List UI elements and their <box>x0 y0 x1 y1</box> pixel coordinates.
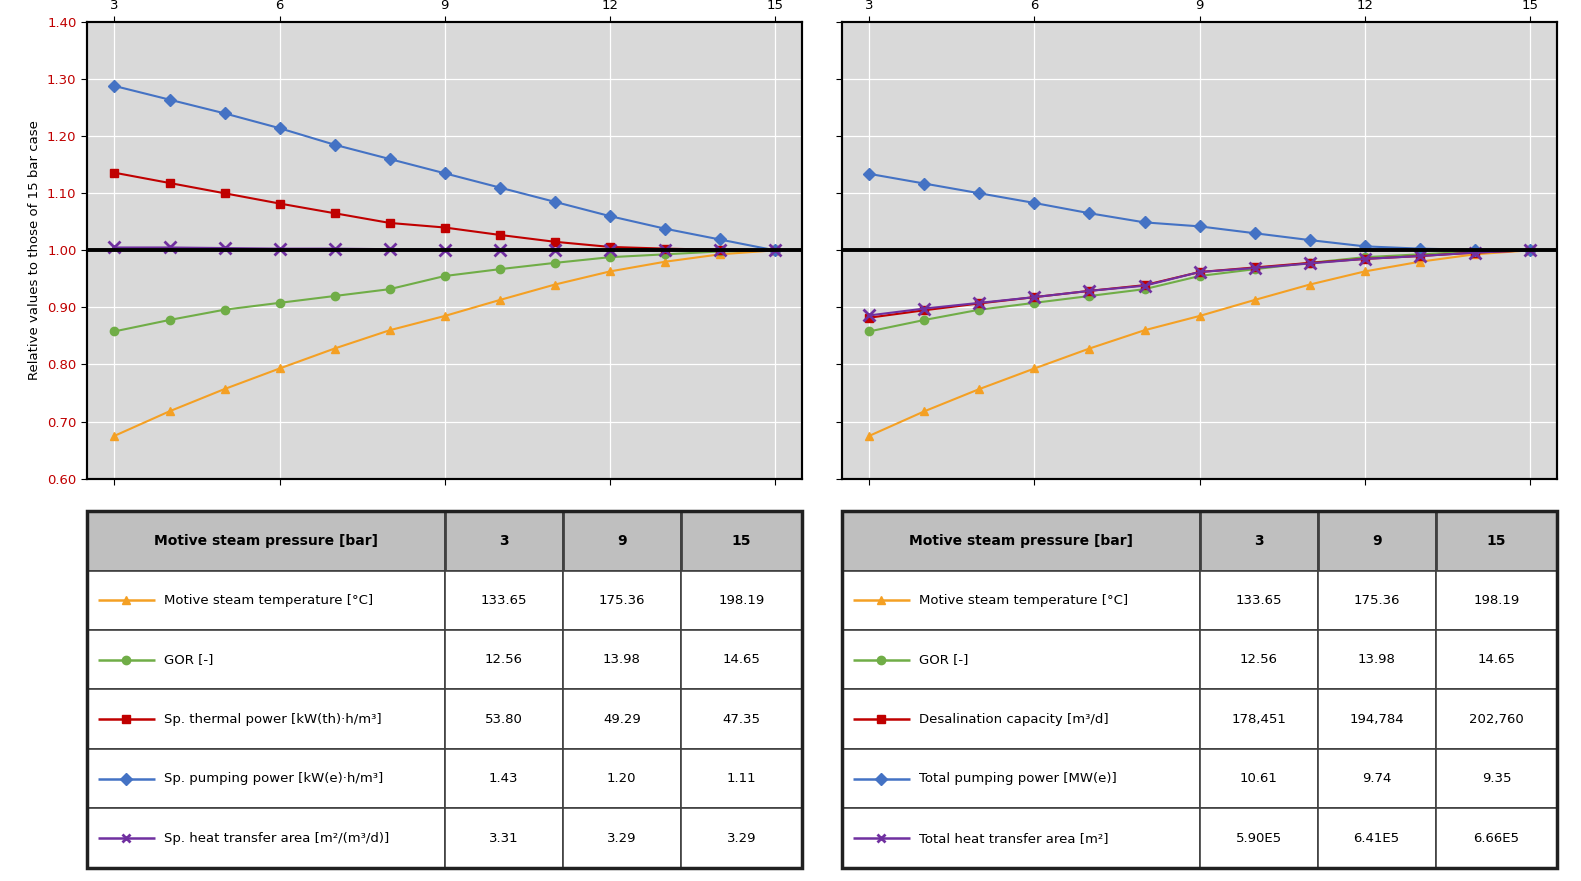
Bar <box>1436 690 1557 749</box>
Bar <box>1200 690 1317 749</box>
Text: 175.36: 175.36 <box>1353 594 1399 607</box>
Bar <box>1317 571 1436 630</box>
Text: 133.65: 133.65 <box>1235 594 1282 607</box>
Bar <box>1200 630 1317 690</box>
Y-axis label: Relative values to those of 15 bar case: Relative values to those of 15 bar case <box>28 121 41 381</box>
Text: 13.98: 13.98 <box>602 654 640 666</box>
Text: 15: 15 <box>732 534 751 548</box>
Text: 198.19: 198.19 <box>1473 594 1519 607</box>
Bar <box>444 630 563 690</box>
Bar <box>841 630 1200 690</box>
Text: 3.29: 3.29 <box>727 832 756 845</box>
Text: 12.56: 12.56 <box>1240 654 1277 666</box>
Text: 198.19: 198.19 <box>718 594 765 607</box>
Text: 49.29: 49.29 <box>602 713 640 726</box>
Text: 9.35: 9.35 <box>1481 772 1511 785</box>
Text: GOR [-]: GOR [-] <box>164 654 213 666</box>
Bar <box>1436 809 1557 868</box>
Text: 175.36: 175.36 <box>599 594 645 607</box>
Bar <box>563 690 681 749</box>
Bar <box>1200 749 1317 809</box>
Text: 194,784: 194,784 <box>1349 713 1404 726</box>
Bar <box>1200 511 1317 571</box>
Bar <box>1317 749 1436 809</box>
Text: Total pumping power [MW(e)]: Total pumping power [MW(e)] <box>919 772 1116 785</box>
Bar <box>681 749 803 809</box>
Bar <box>1200 571 1317 630</box>
Bar <box>681 809 803 868</box>
Bar <box>1436 571 1557 630</box>
Text: 12.56: 12.56 <box>485 654 523 666</box>
Text: 3.31: 3.31 <box>489 832 519 845</box>
Text: Desalination capacity [m³/d]: Desalination capacity [m³/d] <box>919 713 1108 726</box>
Bar <box>681 511 803 571</box>
Bar <box>681 630 803 690</box>
Text: 1.11: 1.11 <box>727 772 756 785</box>
Bar <box>1317 690 1436 749</box>
Text: Motive steam pressure [bar]: Motive steam pressure [bar] <box>909 534 1132 548</box>
Text: 3.29: 3.29 <box>607 832 637 845</box>
Text: Sp. thermal power [kW(th)·h/m³]: Sp. thermal power [kW(th)·h/m³] <box>164 713 383 726</box>
Bar <box>444 749 563 809</box>
Bar <box>87 690 444 749</box>
Bar <box>87 749 444 809</box>
Text: 6.66E5: 6.66E5 <box>1473 832 1519 845</box>
Bar <box>1200 809 1317 868</box>
Text: 202,760: 202,760 <box>1469 713 1524 726</box>
Bar <box>87 630 444 690</box>
Bar <box>563 571 681 630</box>
Bar <box>1317 511 1436 571</box>
Text: 9: 9 <box>1372 534 1382 548</box>
Bar <box>841 690 1200 749</box>
Text: 133.65: 133.65 <box>481 594 526 607</box>
Bar <box>1436 630 1557 690</box>
Text: 6.41E5: 6.41E5 <box>1353 832 1399 845</box>
Bar <box>681 690 803 749</box>
Text: Sp. heat transfer area [m²/(m³/d)]: Sp. heat transfer area [m²/(m³/d)] <box>164 832 389 845</box>
Text: 14.65: 14.65 <box>723 654 760 666</box>
Bar <box>841 809 1200 868</box>
Bar <box>1317 809 1436 868</box>
Text: Motive steam temperature [°C]: Motive steam temperature [°C] <box>164 594 373 607</box>
Text: Motive steam temperature [°C]: Motive steam temperature [°C] <box>919 594 1129 607</box>
Text: 178,451: 178,451 <box>1232 713 1285 726</box>
Bar <box>444 690 563 749</box>
Text: 1.43: 1.43 <box>489 772 519 785</box>
Bar <box>87 511 444 571</box>
Text: 13.98: 13.98 <box>1358 654 1396 666</box>
Bar <box>1436 511 1557 571</box>
Bar <box>87 571 444 630</box>
Text: 3: 3 <box>500 534 509 548</box>
Bar <box>444 511 563 571</box>
Text: 14.65: 14.65 <box>1478 654 1516 666</box>
Bar <box>563 749 681 809</box>
Text: 9.74: 9.74 <box>1361 772 1391 785</box>
Bar <box>1317 630 1436 690</box>
Bar <box>444 571 563 630</box>
Bar <box>841 511 1200 571</box>
Bar <box>681 571 803 630</box>
Text: 53.80: 53.80 <box>485 713 523 726</box>
Bar <box>563 511 681 571</box>
Text: GOR [-]: GOR [-] <box>919 654 969 666</box>
Bar <box>1436 749 1557 809</box>
Text: Motive steam pressure [bar]: Motive steam pressure [bar] <box>153 534 378 548</box>
Text: Total heat transfer area [m²]: Total heat transfer area [m²] <box>919 832 1108 845</box>
Text: 5.90E5: 5.90E5 <box>1235 832 1282 845</box>
Text: 3: 3 <box>1254 534 1263 548</box>
Text: 10.61: 10.61 <box>1240 772 1277 785</box>
Bar <box>563 809 681 868</box>
Bar <box>841 749 1200 809</box>
Text: 47.35: 47.35 <box>723 713 760 726</box>
Text: 1.20: 1.20 <box>607 772 637 785</box>
Bar <box>444 809 563 868</box>
Bar <box>563 630 681 690</box>
Bar <box>87 809 444 868</box>
Text: 15: 15 <box>1486 534 1507 548</box>
Text: Sp. pumping power [kW(e)·h/m³]: Sp. pumping power [kW(e)·h/m³] <box>164 772 384 785</box>
Bar <box>841 571 1200 630</box>
Text: 9: 9 <box>617 534 626 548</box>
